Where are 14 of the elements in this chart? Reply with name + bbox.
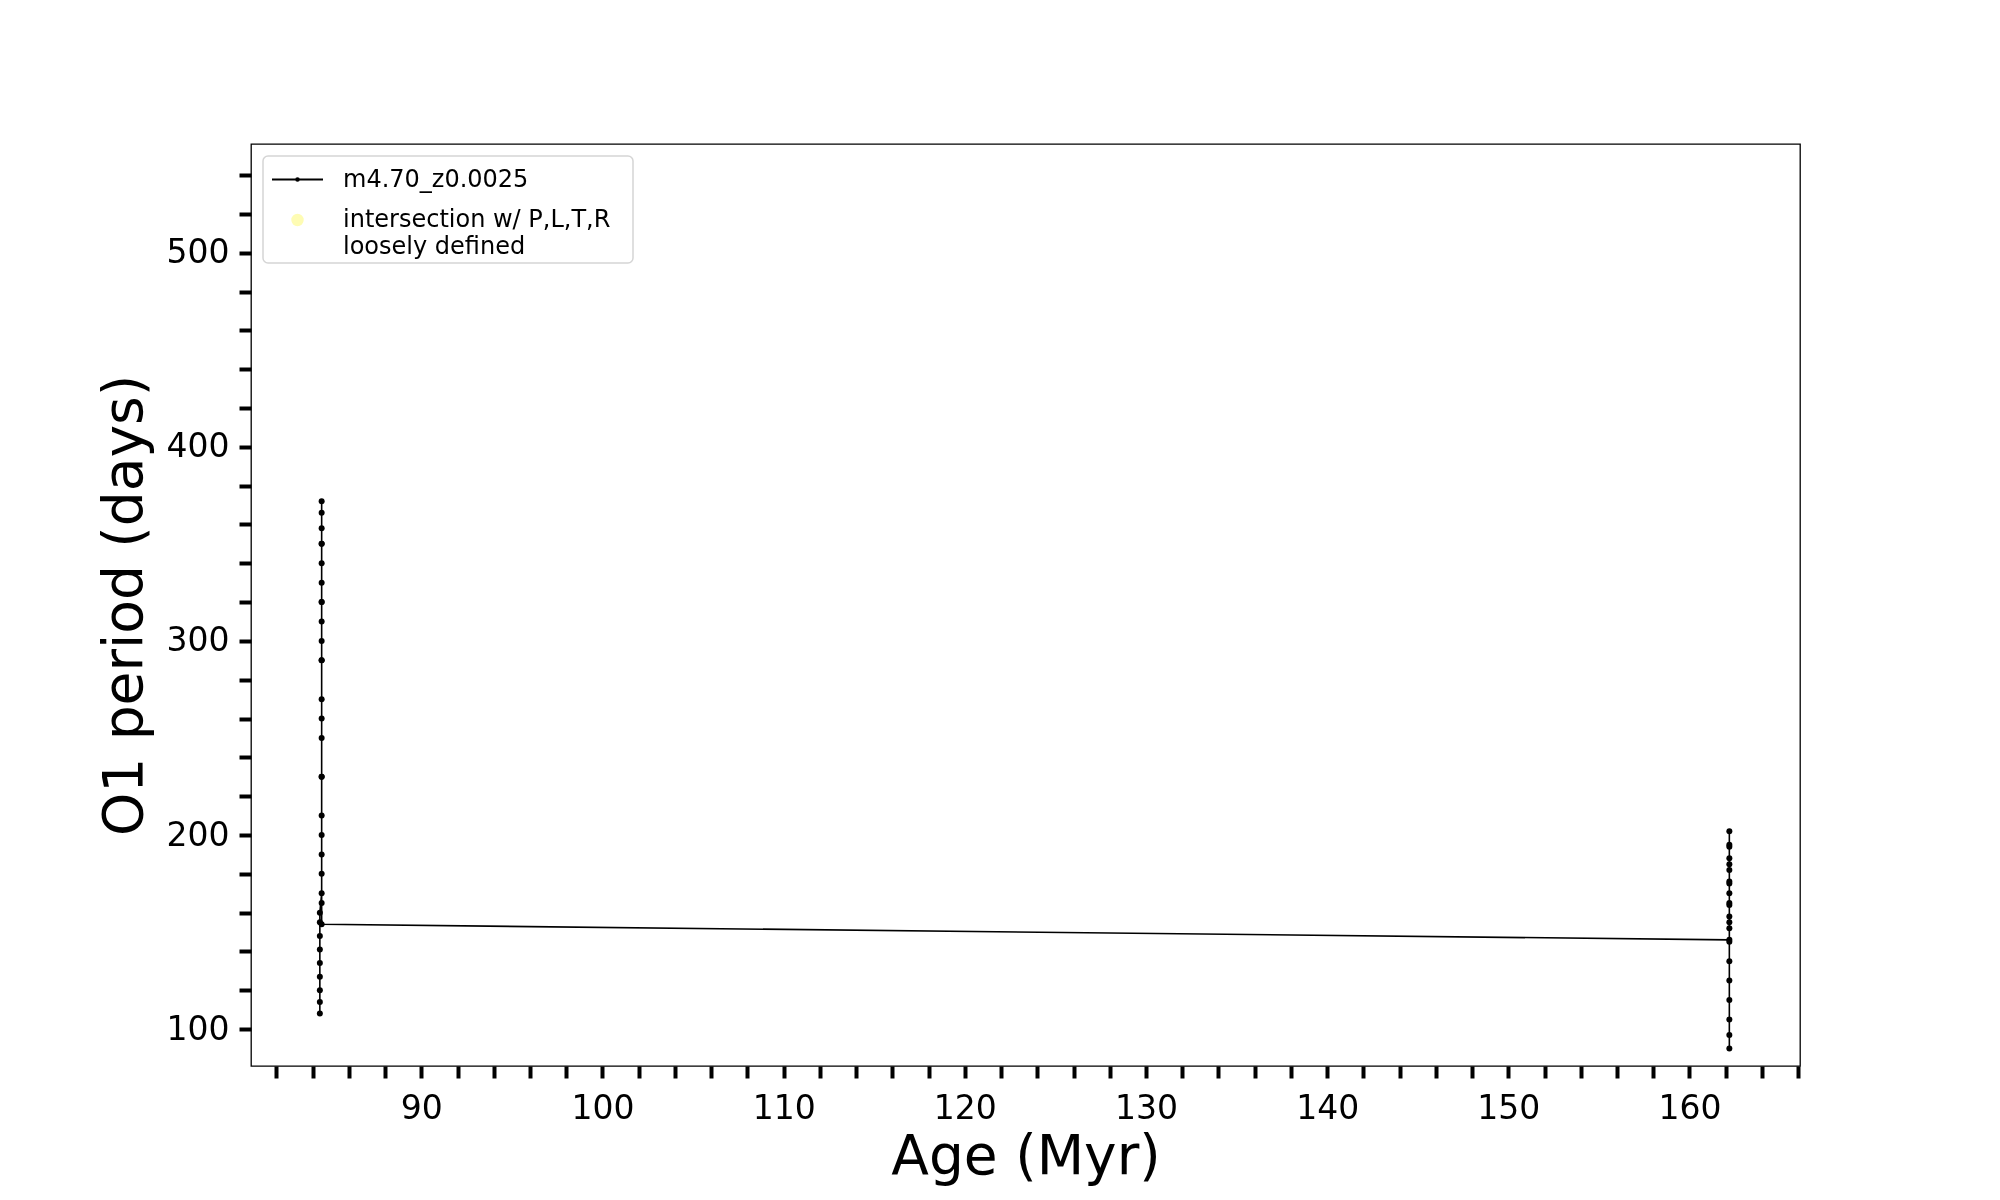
legend-label: m4.70_z0.0025	[343, 164, 529, 193]
x-tick-label: 160	[1658, 1087, 1722, 1127]
y-tick-label: 500	[166, 232, 230, 272]
x-tick-label: 150	[1477, 1087, 1541, 1127]
x-tick-label: 100	[571, 1087, 635, 1127]
x-tick-label: 90	[400, 1087, 443, 1127]
legend-label: intersection w/ P,L,T,R loosely defined	[343, 205, 611, 260]
x-tick-label: 140	[1296, 1087, 1360, 1127]
y-axis-title: O1 period (days)	[90, 374, 155, 837]
y-tick-label: 100	[166, 1008, 230, 1048]
x-tick-label: 110	[752, 1087, 816, 1127]
y-tick-label: 200	[166, 814, 230, 854]
y-tick-label: 400	[166, 426, 230, 466]
y-tick-label: 300	[166, 620, 230, 660]
